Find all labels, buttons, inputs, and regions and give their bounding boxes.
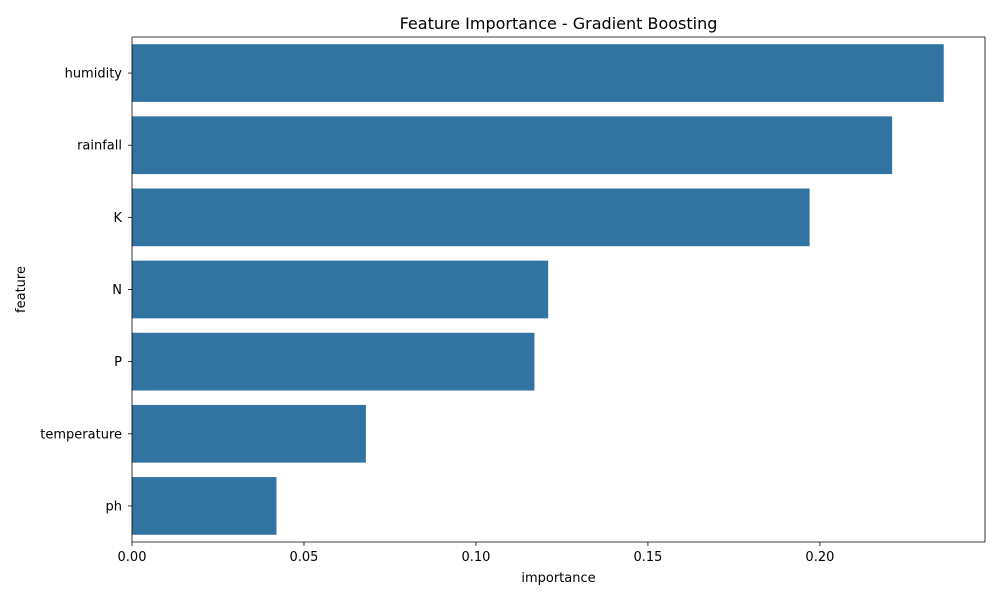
y-tick-label: N: [112, 283, 122, 298]
y-axis-label: feature: [14, 266, 29, 313]
bar-n: [132, 260, 549, 319]
x-tick-label: 0.05: [289, 550, 318, 565]
bar-ph: [132, 477, 277, 535]
x-tick-label: 0.10: [461, 550, 490, 565]
bar-k: [132, 188, 810, 247]
bar-humidity: [132, 44, 944, 102]
bar-p: [132, 332, 535, 391]
x-tick-label: 0.20: [805, 550, 834, 565]
y-tick-label: rainfall: [77, 139, 122, 154]
y-tick-label: temperature: [40, 427, 122, 442]
chart-title: Feature Importance - Gradient Boosting: [400, 14, 718, 33]
bar-temperature: [132, 404, 366, 463]
y-tick-label: K: [113, 211, 122, 226]
bar-rainfall: [132, 116, 893, 175]
x-ticks-group: 0.00 0.05 0.10 0.15 0.20: [118, 542, 834, 565]
x-tick-label: 0.00: [118, 550, 147, 565]
x-axis-label: importance: [521, 571, 595, 586]
y-tick-label: humidity: [65, 67, 123, 82]
y-tick-label: P: [114, 355, 122, 370]
x-tick-label: 0.15: [633, 550, 662, 565]
y-tick-label: ph: [106, 499, 123, 514]
bars-group: [132, 44, 944, 535]
